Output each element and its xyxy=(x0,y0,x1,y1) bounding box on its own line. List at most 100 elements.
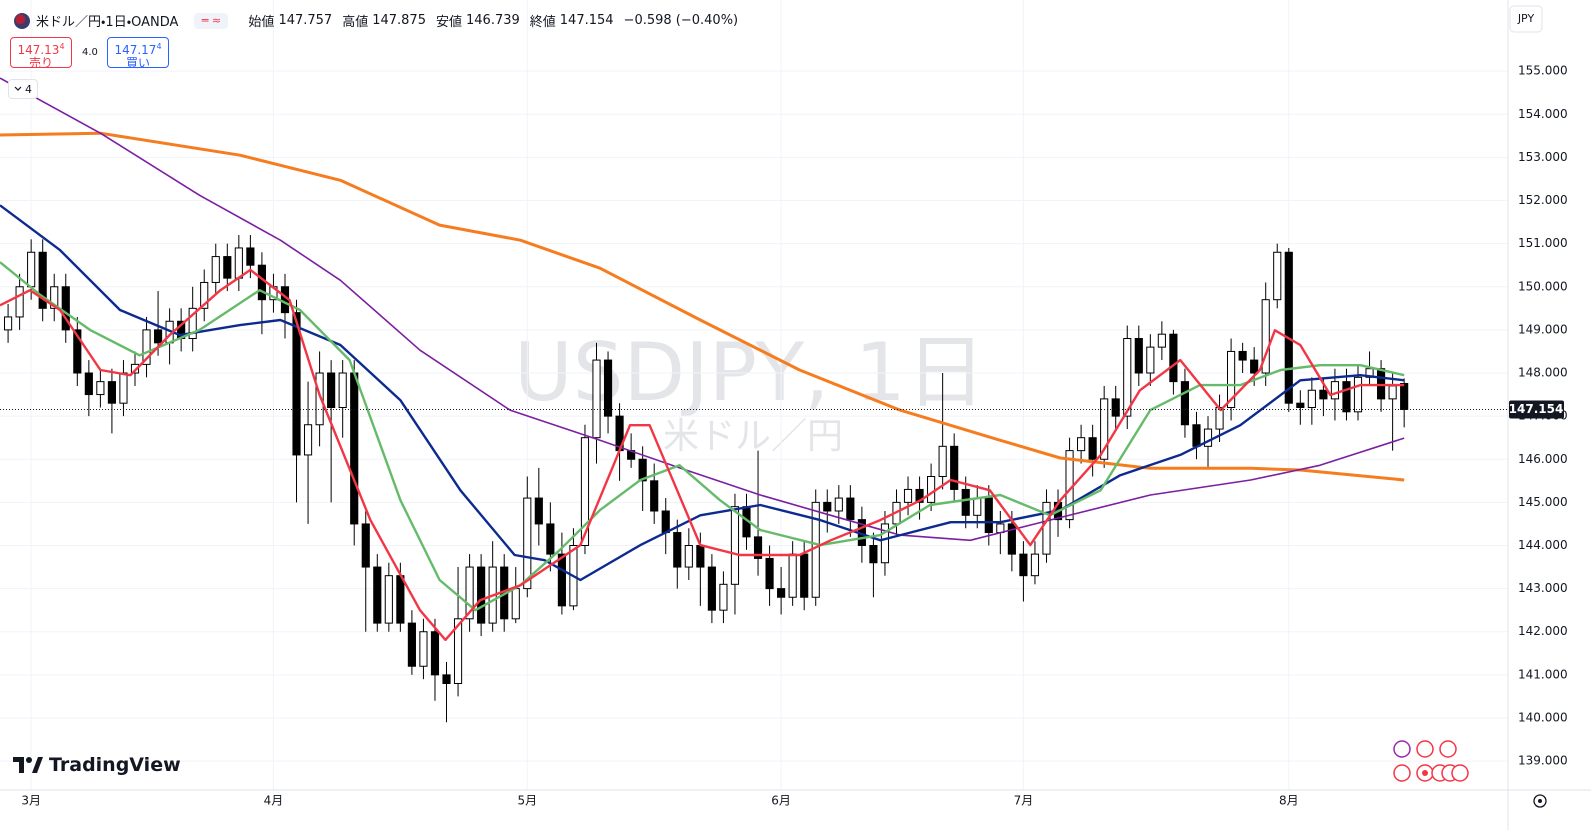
candle-body xyxy=(673,532,682,568)
moving-average-line xyxy=(0,131,1405,482)
candle-body xyxy=(869,544,878,564)
candle-body xyxy=(303,424,313,456)
event-icon[interactable] xyxy=(1416,740,1434,758)
open-label: 始値 xyxy=(248,15,275,30)
symbol-name[interactable]: 米ドル／円・1日・OANDA xyxy=(36,15,179,30)
candle-body xyxy=(1238,350,1247,361)
candle-body xyxy=(927,476,936,503)
candle-body xyxy=(915,488,924,503)
candle-body xyxy=(38,251,47,309)
close-value: 147.154 xyxy=(559,13,614,28)
candle-body xyxy=(846,497,855,521)
candle-body xyxy=(938,445,947,478)
candle-body xyxy=(1077,437,1086,452)
candle-body xyxy=(211,256,220,283)
last-price-label: 147.154 xyxy=(1509,402,1564,416)
candle-body xyxy=(650,480,659,512)
event-icon[interactable] xyxy=(1393,740,1411,758)
currency-button[interactable] xyxy=(1509,5,1543,33)
y-tick-label: 148.000 xyxy=(1518,366,1568,380)
high-label: 高値 xyxy=(342,15,369,30)
candle-body xyxy=(1319,389,1328,400)
open-value: 147.757 xyxy=(278,13,333,28)
moving-average-line xyxy=(0,268,1405,642)
candle-body xyxy=(1123,338,1132,417)
candle-body xyxy=(1353,376,1363,413)
buy-price: 147.17 xyxy=(114,43,157,57)
candle-body xyxy=(1111,398,1120,417)
event-icon[interactable] xyxy=(1451,764,1469,782)
candle-body xyxy=(384,575,393,624)
candle-body xyxy=(1400,382,1409,410)
candle-body xyxy=(1100,398,1109,460)
candle-body xyxy=(511,588,520,620)
candle-body xyxy=(1273,251,1282,301)
candle-body xyxy=(661,510,670,534)
spread: 4.0 xyxy=(82,47,98,58)
symbol-flag xyxy=(14,12,30,29)
candle-body xyxy=(453,618,463,684)
y-tick-label: 142.000 xyxy=(1518,624,1568,638)
y-tick-label: 141.000 xyxy=(1518,667,1568,681)
candle-body xyxy=(592,359,601,439)
settings-icon[interactable] xyxy=(1533,794,1547,808)
low-value: 146.739 xyxy=(466,13,520,28)
y-tick-label: 149.000 xyxy=(1518,322,1568,336)
candle-body xyxy=(534,497,543,525)
candle-body xyxy=(107,381,116,404)
candle-body xyxy=(1134,338,1143,374)
candle-body xyxy=(50,286,59,309)
candle-body xyxy=(800,553,809,598)
event-icons[interactable] xyxy=(1393,740,1469,782)
candle-body xyxy=(580,437,590,546)
candle-body xyxy=(142,329,151,365)
candle-body xyxy=(880,523,890,564)
candle-body xyxy=(1330,381,1340,400)
compare-toggle[interactable]: ═ ≈ xyxy=(194,12,229,29)
candle-body xyxy=(1215,407,1224,430)
candle-body xyxy=(407,622,416,667)
y-tick-label: 139.000 xyxy=(1518,754,1568,768)
y-tick-label: 140.000 xyxy=(1518,710,1568,724)
candle-body xyxy=(153,329,163,344)
sell-button[interactable]: 147.134 売り xyxy=(10,37,72,70)
candle-body xyxy=(603,359,613,417)
candle-body xyxy=(1342,381,1351,413)
event-icon[interactable] xyxy=(1393,764,1411,782)
y-tick-label: 153.000 xyxy=(1518,150,1568,164)
candle-body xyxy=(788,553,797,598)
y-tick-label: 154.000 xyxy=(1518,107,1568,121)
candle-body xyxy=(292,312,301,456)
indicators-count: 4 xyxy=(25,82,32,96)
candle-body xyxy=(1019,553,1028,577)
candle-body xyxy=(119,372,128,404)
moving-average-line xyxy=(0,77,1405,542)
candle-body xyxy=(719,583,728,611)
candle-body xyxy=(396,575,405,624)
candle-body xyxy=(234,247,243,279)
candle-body xyxy=(638,458,647,482)
candle-body xyxy=(3,316,13,331)
sell-pip: 4 xyxy=(59,42,65,51)
candle-body xyxy=(753,536,763,559)
buy-button[interactable]: 147.174 買い xyxy=(107,37,169,70)
y-tick-label: 146.000 xyxy=(1518,452,1568,466)
candle-body xyxy=(1296,402,1305,409)
candle-body xyxy=(373,566,382,624)
axes: 139.000 140.000 141.000 142.000 143.000 144.0… xyxy=(21,64,1567,808)
watermark-symbol: USDJPY, 1日 xyxy=(514,326,986,419)
indicators-toggle[interactable]: 4 xyxy=(8,79,38,99)
event-icon[interactable] xyxy=(1439,740,1457,758)
x-tick-label: 6月 xyxy=(771,794,791,808)
brand-logo[interactable]: TradingView xyxy=(13,754,181,776)
moving-average-line xyxy=(0,204,1405,582)
low-label: 安値 xyxy=(435,15,462,30)
buy-pip: 4 xyxy=(156,42,162,51)
x-tick-label: 4月 xyxy=(264,794,284,808)
sell-price: 147.13 xyxy=(17,43,60,57)
change-value: −0.598 (−0.40%) xyxy=(623,13,739,28)
candle-body xyxy=(465,566,474,620)
candle-body xyxy=(315,372,324,426)
candle-body xyxy=(257,264,266,301)
